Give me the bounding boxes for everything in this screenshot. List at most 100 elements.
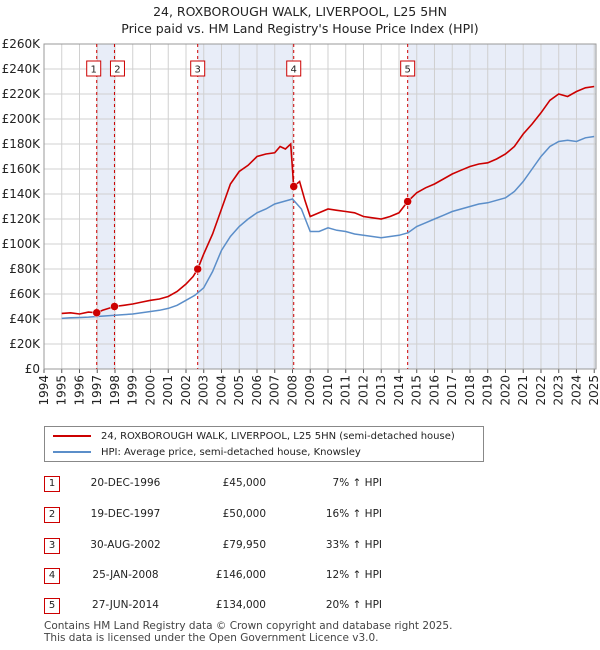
series-line-hpi <box>61 135 595 320</box>
x-tick-label: 2008 <box>285 375 299 406</box>
x-tick-label: 2014 <box>392 375 406 406</box>
legend-swatch-property <box>53 435 91 437</box>
plot-border <box>43 43 597 370</box>
x-tick-label: 1997 <box>90 375 104 406</box>
x-tick-label: 2004 <box>214 375 228 406</box>
x-tick-label: 2000 <box>143 375 157 406</box>
x-tick-label: 1994 <box>37 375 51 406</box>
transaction-number: 4 <box>44 568 60 584</box>
transaction-date: 19-DEC-1997 <box>90 508 161 520</box>
marker-label-3: 3 <box>195 65 201 76</box>
y-tick-label: £220K <box>2 87 42 101</box>
y-tick-label: £60K <box>9 287 41 301</box>
transaction-hpi: 20% ↑ HPI <box>325 599 382 611</box>
x-tick-label: 2013 <box>374 375 388 406</box>
marker-box-3 <box>190 60 206 77</box>
transaction-row-2: 2 19-DEC-1997 £50,000 16% ↑ HPI <box>44 507 444 525</box>
sale-point-5 <box>403 197 412 206</box>
chart-title: 24, ROXBOROUGH WALK, LIVERPOOL, L25 5HN <box>153 4 447 19</box>
transaction-hpi: 16% ↑ HPI <box>325 508 382 520</box>
legend-item-property: 24, ROXBOROUGH WALK, LIVERPOOL, L25 5HN … <box>53 428 455 444</box>
x-tick-label: 2019 <box>481 375 495 406</box>
x-tick-label: 1995 <box>55 375 69 406</box>
transaction-number: 1 <box>44 476 60 492</box>
x-tick-label: 2009 <box>303 375 317 406</box>
x-tick-label: 2024 <box>569 375 583 406</box>
y-tick-label: £240K <box>2 62 42 76</box>
legend-label-property: 24, ROXBOROUGH WALK, LIVERPOOL, L25 5HN … <box>101 430 455 442</box>
sale-point-3 <box>193 264 202 274</box>
legend-swatch-hpi <box>53 451 91 453</box>
transaction-hpi: 12% ↑ HPI <box>325 569 382 581</box>
marker-box-5 <box>400 60 416 77</box>
x-tick-label: 1996 <box>72 375 86 406</box>
x-tick-label: 2022 <box>534 375 548 406</box>
y-tick-label: £40K <box>9 312 41 326</box>
x-tick-label: 2003 <box>197 375 211 406</box>
transaction-price: £134,000 <box>215 599 266 611</box>
transaction-date: 25-JAN-2008 <box>92 569 159 581</box>
x-tick-label: 2007 <box>268 375 282 406</box>
x-tick-label: 2005 <box>232 375 246 406</box>
marker-box-1 <box>86 60 102 77</box>
price-chart: £0 £20K £40K £60K £80K £100K £120K £140K £160K £1… <box>2 37 600 406</box>
legend: 24, ROXBOROUGH WALK, LIVERPOOL, L25 5HN … <box>44 426 484 462</box>
y-tick-label: £160K <box>2 162 42 176</box>
transaction-row-1: 1 20-DEC-1996 £45,000 7% ↑ HPI <box>44 476 444 494</box>
sale-point-1 <box>92 308 101 317</box>
x-tick-label: 2018 <box>463 375 477 406</box>
footer-license: This data is licensed under the Open Gov… <box>44 632 379 644</box>
transaction-row-3: 3 30-AUG-2002 £79,950 33% ↑ HPI <box>44 538 444 556</box>
y-tick-label: £260K <box>2 37 42 51</box>
y-tick-label: £140K <box>2 187 42 201</box>
y-tick-label: £20K <box>9 337 41 351</box>
transaction-number: 3 <box>44 538 60 554</box>
marker-label-2: 2 <box>114 65 120 76</box>
x-tick-label: 2001 <box>161 375 175 406</box>
x-tick-label: 2012 <box>356 375 370 406</box>
x-tick-label: 2016 <box>427 375 441 406</box>
x-tick-label: 2017 <box>445 375 459 406</box>
x-tick-label: 2011 <box>339 375 353 406</box>
transaction-price: £79,950 <box>222 539 266 551</box>
transaction-row-4: 4 25-JAN-2008 £146,000 12% ↑ HPI <box>44 568 444 586</box>
shaded-region-3 <box>407 44 596 369</box>
x-tick-label: 1998 <box>108 375 122 406</box>
x-tick-label: 2015 <box>410 375 424 406</box>
transaction-date: 27-JUN-2014 <box>92 599 159 611</box>
transaction-date: 20-DEC-1996 <box>90 477 161 489</box>
legend-item-hpi: HPI: Average price, semi-detached house,… <box>53 444 361 460</box>
marker-label-1: 1 <box>91 65 97 76</box>
marker-box-4 <box>286 60 302 77</box>
transaction-number: 5 <box>44 598 60 614</box>
x-tick-label: 2021 <box>516 375 530 406</box>
transaction-row-5: 5 27-JUN-2014 £134,000 20% ↑ HPI <box>44 598 444 616</box>
footer-copyright: Contains HM Land Registry data © Crown c… <box>44 620 453 632</box>
sale-point-2 <box>110 302 119 311</box>
transaction-price: £45,000 <box>222 477 266 489</box>
marker-label-4: 4 <box>291 65 297 76</box>
transaction-date: 30-AUG-2002 <box>90 539 161 551</box>
transaction-hpi: 33% ↑ HPI <box>325 539 382 551</box>
y-tick-label: £100K <box>2 237 42 251</box>
x-tick-label: 2002 <box>179 375 193 406</box>
transaction-number: 2 <box>44 507 60 523</box>
marker-box-2 <box>109 60 125 77</box>
transaction-price: £50,000 <box>222 508 266 520</box>
shaded-region-1 <box>96 44 115 369</box>
x-tick-label: 2023 <box>552 375 566 406</box>
series-line-property <box>61 85 595 315</box>
x-tick-label: 2020 <box>498 375 512 406</box>
shaded-region-2 <box>197 44 294 369</box>
sale-point-4 <box>289 182 298 191</box>
chart-subtitle: Price paid vs. HM Land Registry's House … <box>121 21 479 36</box>
x-tick-label: 1999 <box>126 375 140 406</box>
x-tick-label: 2025 <box>587 375 600 406</box>
transaction-hpi: 7% ↑ HPI <box>332 477 382 489</box>
y-tick-label: £120K <box>2 212 42 226</box>
legend-label-hpi: HPI: Average price, semi-detached house,… <box>101 446 361 458</box>
y-tick-label: £80K <box>9 262 41 276</box>
y-tick-label: £180K <box>2 137 42 151</box>
y-tick-label: £200K <box>2 112 42 126</box>
